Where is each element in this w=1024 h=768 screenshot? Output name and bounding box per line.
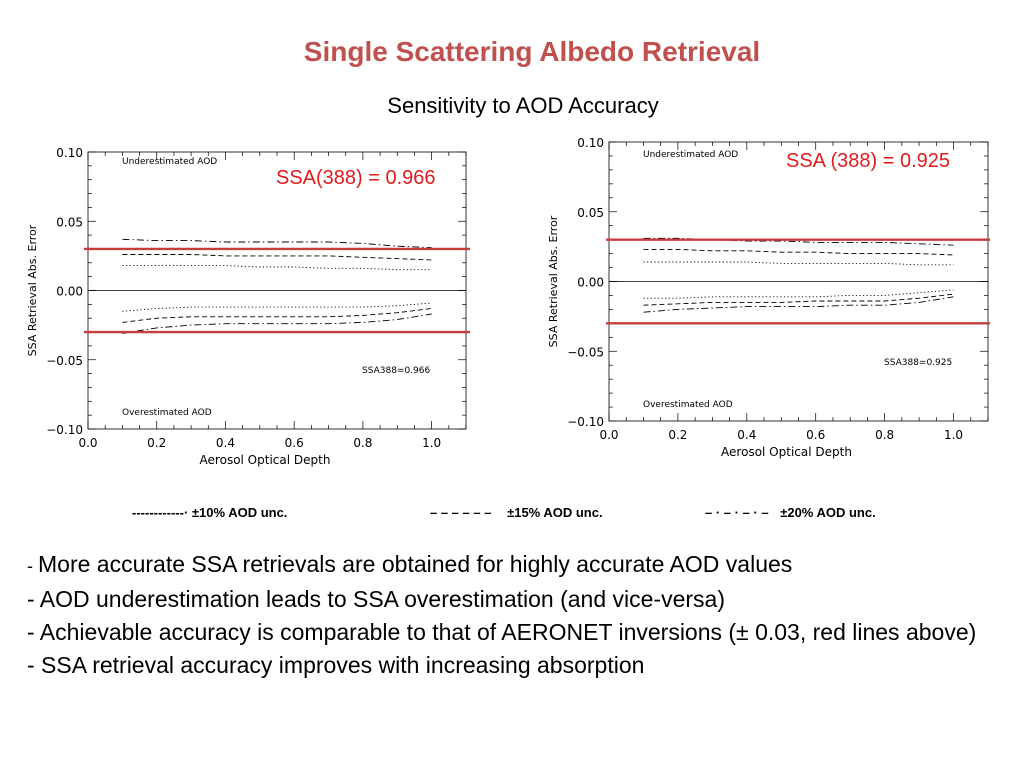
x-tick-label: 0.0 — [599, 428, 618, 442]
legend-line-dashdot: – · – · – · – — [705, 505, 769, 520]
legend-item-10: ------------· ±10% AOD unc. — [132, 505, 287, 520]
x-tick-label: 0.0 — [78, 436, 97, 450]
legend-label-20: ±20% AOD unc. — [780, 505, 876, 520]
legend-line-dashed: – – – – – – — [430, 505, 492, 520]
x-tick-label: 0.8 — [353, 436, 372, 450]
legend-item-20: – · – · – · – ±20% AOD unc. — [705, 505, 876, 520]
bullet-item: - AOD underestimation leads to SSA overe… — [27, 586, 725, 612]
legend-item-15: – – – – – – ±15% AOD unc. — [430, 505, 603, 520]
x-tick-label: 0.2 — [147, 436, 166, 450]
annotation-ssa-small: SSA388=0.966 — [362, 366, 431, 376]
series-line-dotted-lower — [122, 302, 432, 312]
series-line-dotted-lower — [643, 289, 954, 299]
bullet-item: - More accurate SSA retrievals are obtai… — [27, 551, 793, 577]
y-tick-label: 0.00 — [56, 285, 83, 299]
annotation-ssa-red: SSA(388) = 0.966 — [276, 167, 436, 189]
x-axis-label: Aerosol Optical Depth — [200, 453, 331, 467]
y-tick-label: −0.10 — [46, 423, 83, 437]
charts-canvas: 0.100.050.00−0.05−0.100.0 0.2 0.4 0.6 0.8 1.0… — [26, 136, 990, 467]
y-axis-label: SSA Retrieval Abs. Error — [547, 215, 560, 347]
series-line-dashdot-lower — [643, 296, 954, 313]
annotation-overestimated: Overestimated AOD — [122, 408, 212, 418]
x-axis-label: Aerosol Optical Depth — [721, 445, 852, 459]
y-tick-label: 0.05 — [577, 206, 604, 220]
x-tick-label: 1.0 — [422, 436, 441, 450]
annotation-underestimated: Underestimated AOD — [643, 150, 738, 160]
bullet-list: - More accurate SSA retrievals are obtai… — [27, 548, 987, 682]
series-line-dashdot-upper — [643, 237, 954, 246]
x-tick-label: 0.6 — [285, 436, 304, 450]
series-line-dashed-upper — [643, 248, 954, 256]
series-line-dashed-upper — [122, 254, 432, 261]
series-line-dotted-upper — [643, 261, 954, 266]
series-line-dashdot-upper — [122, 238, 432, 249]
bullet-item: - SSA retrieval accuracy improves with i… — [27, 652, 645, 678]
x-tick-label: 0.8 — [875, 428, 894, 442]
y-tick-label: 0.10 — [577, 136, 604, 150]
legend-label-10: ±10% AOD unc. — [191, 505, 288, 520]
slide-title: Single Scattering Albedo Retrieval — [303, 36, 761, 67]
annotation-overestimated: Overestimated AOD — [643, 400, 733, 410]
x-tick-label: 0.6 — [806, 428, 825, 442]
annotation-ssa-small: SSA388=0.925 — [884, 358, 952, 368]
x-tick-label: 0.4 — [216, 436, 235, 450]
y-tick-label: −0.05 — [567, 345, 604, 359]
y-tick-label: −0.10 — [567, 415, 604, 429]
series-line-dotted-upper — [122, 265, 432, 271]
y-tick-label: 0.00 — [577, 276, 604, 290]
y-tick-label: −0.05 — [46, 354, 83, 368]
annotation-ssa-red: SSA (388) = 0.925 — [786, 150, 950, 172]
x-tick-label: 0.4 — [737, 428, 756, 442]
series-line-dashed-lower — [122, 308, 432, 323]
y-tick-label: 0.10 — [56, 146, 83, 160]
bullet-item: - Achievable accuracy is comparable to t… — [27, 619, 977, 645]
slide-subtitle: Sensitivity to AOD Accuracy — [387, 93, 659, 118]
legend-label-15: ±15% AOD unc. — [507, 505, 603, 520]
x-tick-label: 1.0 — [944, 428, 963, 442]
series-line-dashed-lower — [643, 293, 954, 306]
legend-line-dotted: ------------· — [132, 505, 189, 520]
x-tick-label: 0.2 — [668, 428, 687, 442]
series-line-dashdot-lower — [122, 313, 432, 334]
y-tick-label: 0.05 — [56, 215, 83, 229]
y-axis-label: SSA Retrieval Abs. Error — [26, 224, 39, 356]
annotation-underestimated: Underestimated AOD — [122, 157, 217, 167]
